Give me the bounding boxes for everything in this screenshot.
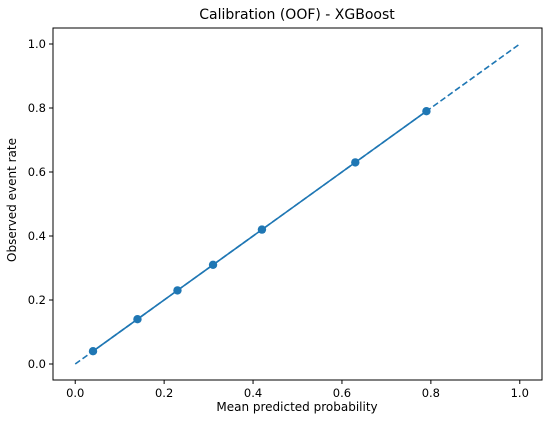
y-axis-label: Observed event rate: [5, 138, 19, 262]
y-tick-label-0: 0.0: [28, 357, 46, 371]
x-tick-label-1: 0.2: [155, 386, 173, 400]
x-tick-label-3: 0.6: [333, 386, 351, 400]
x-tick-label-2: 0.4: [244, 386, 262, 400]
y-tick-label-5: 1.0: [28, 37, 46, 51]
y-tick-label-2: 0.4: [28, 229, 46, 243]
plot-area: 0.0 0.2 0.4 0.6 0.8 1.0 0.0 0.2 0.4 0.6 0.8 1.0: [28, 27, 543, 400]
x-tick-label-4: 0.8: [422, 386, 440, 400]
x-axis-label: Mean predicted probability: [216, 400, 377, 414]
y-tick-label-1: 0.2: [28, 293, 46, 307]
reference-diagonal-line: [74, 43, 521, 365]
chart-title: Calibration (OOF) - XGBoost: [199, 7, 395, 23]
x-tick-label-5: 1.0: [511, 386, 529, 400]
y-tick-label-4: 0.8: [28, 101, 46, 115]
x-tick-label-0: 0.0: [66, 386, 84, 400]
plot-frame: [52, 27, 543, 381]
y-tick-label-3: 0.6: [28, 165, 46, 179]
